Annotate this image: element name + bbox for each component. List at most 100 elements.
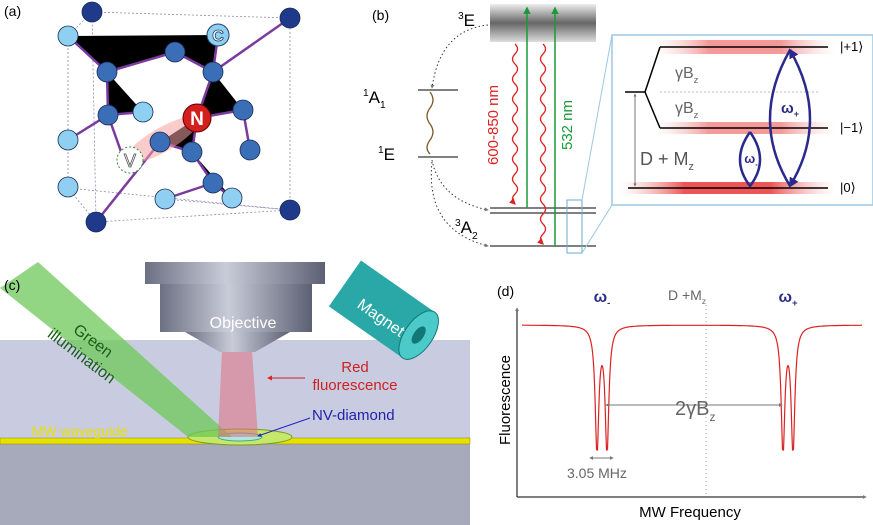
x-axis-label: MW Frequency (639, 504, 741, 521)
splitting-label: 2γBz (675, 398, 715, 424)
emission-arrow (509, 43, 519, 205)
emission-label: 600-850 nm (485, 85, 502, 165)
panel-c: (c) Greenillumination Objective Magnet R… (0, 260, 471, 525)
omega-plus-label: ω+ (778, 289, 798, 309)
level-label: 3E (458, 11, 475, 30)
objective-body (145, 262, 325, 284)
sub: - (607, 298, 610, 309)
emission-arrow (537, 43, 547, 245)
hyperfine-label: 3.05 MHz (567, 465, 627, 481)
atom (279, 7, 301, 29)
zeeman-label: γBz (675, 65, 699, 86)
atom (149, 131, 171, 153)
atom (57, 25, 79, 47)
sub: z (694, 75, 699, 86)
atom (85, 211, 107, 233)
main: ω (594, 289, 608, 306)
panel-a: (a) C N V (4, 1, 301, 233)
isc-wave (426, 91, 434, 155)
y-axis-label: Fluorescence (497, 355, 514, 445)
sub: z (702, 296, 706, 306)
zoom-box (566, 199, 583, 254)
atom (164, 41, 186, 63)
vacancy-label: V (124, 151, 136, 171)
sub: 2 (472, 231, 478, 242)
sup: 3 (455, 218, 461, 229)
main: A (369, 88, 381, 107)
panel-label: (c) (4, 277, 20, 293)
main: A (461, 218, 473, 237)
objective-tip (185, 332, 290, 352)
state-label: |+1⟩ (840, 39, 863, 54)
omega-minus-label: ω- (594, 289, 611, 309)
panel-b: (b) 3E 1A1 1E 3A2 600-850 nm 532 nm γBz … (363, 4, 873, 254)
main: ω (781, 100, 794, 117)
objective-body (160, 284, 312, 332)
sub: + (792, 298, 798, 309)
fluorescence-label: Red fluorescence (312, 359, 397, 394)
sub: - (755, 160, 758, 169)
pointer (257, 417, 311, 437)
atoms (57, 1, 301, 233)
main: ω (778, 289, 792, 306)
atom (232, 99, 254, 121)
main: γB (675, 100, 694, 117)
omega-plus-label: ω+ (781, 100, 799, 119)
atom (202, 172, 224, 194)
level-label: 3A2 (455, 218, 478, 242)
sub: z (689, 161, 694, 173)
main: ω (744, 151, 755, 166)
carbon-label: C (212, 28, 224, 45)
line: Red (341, 359, 369, 376)
objective-label: Objective (210, 315, 277, 332)
ground-levels (490, 207, 596, 247)
state-label: |−1⟩ (840, 120, 863, 135)
zeeman-label: γBz (675, 100, 699, 121)
panel-label: (d) (497, 283, 514, 299)
sample-label: NV-diamond (312, 407, 395, 424)
zero-field-label: D + Mz (640, 149, 694, 173)
atom (97, 104, 119, 126)
level-label: 1E (378, 145, 395, 164)
omega-plus-arrow (768, 49, 792, 187)
green-beam (0, 262, 232, 437)
omega-minus-arrow (738, 131, 762, 189)
substrate (0, 440, 470, 525)
sup: 1 (378, 145, 384, 156)
red-cone (218, 350, 258, 437)
main: 2γB (675, 398, 709, 420)
sub: z (694, 110, 699, 121)
sub: z (709, 410, 715, 424)
vacancy (116, 146, 144, 174)
nitrogen-label: N (190, 109, 204, 130)
main: E (384, 145, 395, 164)
atom (96, 61, 118, 83)
inset-levels (625, 46, 828, 189)
sup: 3 (458, 11, 464, 22)
atom (81, 1, 103, 23)
sup: 1 (363, 88, 369, 99)
magnet (328, 260, 439, 360)
excitation-label: 532 nm (559, 100, 576, 150)
omega-minus-label: ω- (744, 151, 758, 169)
main: D +M (668, 287, 702, 303)
sub: + (794, 109, 799, 119)
atom (181, 141, 203, 163)
center-label: D +Mz (668, 287, 706, 306)
atom (202, 61, 224, 83)
spectrum (522, 324, 862, 451)
atom (57, 176, 79, 198)
zoom-lines (581, 34, 613, 254)
main: D + M (640, 149, 689, 169)
atom (279, 199, 301, 221)
atom (239, 139, 261, 161)
excited-band (490, 4, 596, 42)
atom (57, 129, 79, 151)
nitrogen-atom (182, 103, 212, 133)
atom (132, 101, 154, 123)
atom (221, 187, 243, 209)
panel-d: (d) D +Mz ω- ω+ 2γBz 3.05 MHz Fluorescen… (497, 283, 867, 521)
